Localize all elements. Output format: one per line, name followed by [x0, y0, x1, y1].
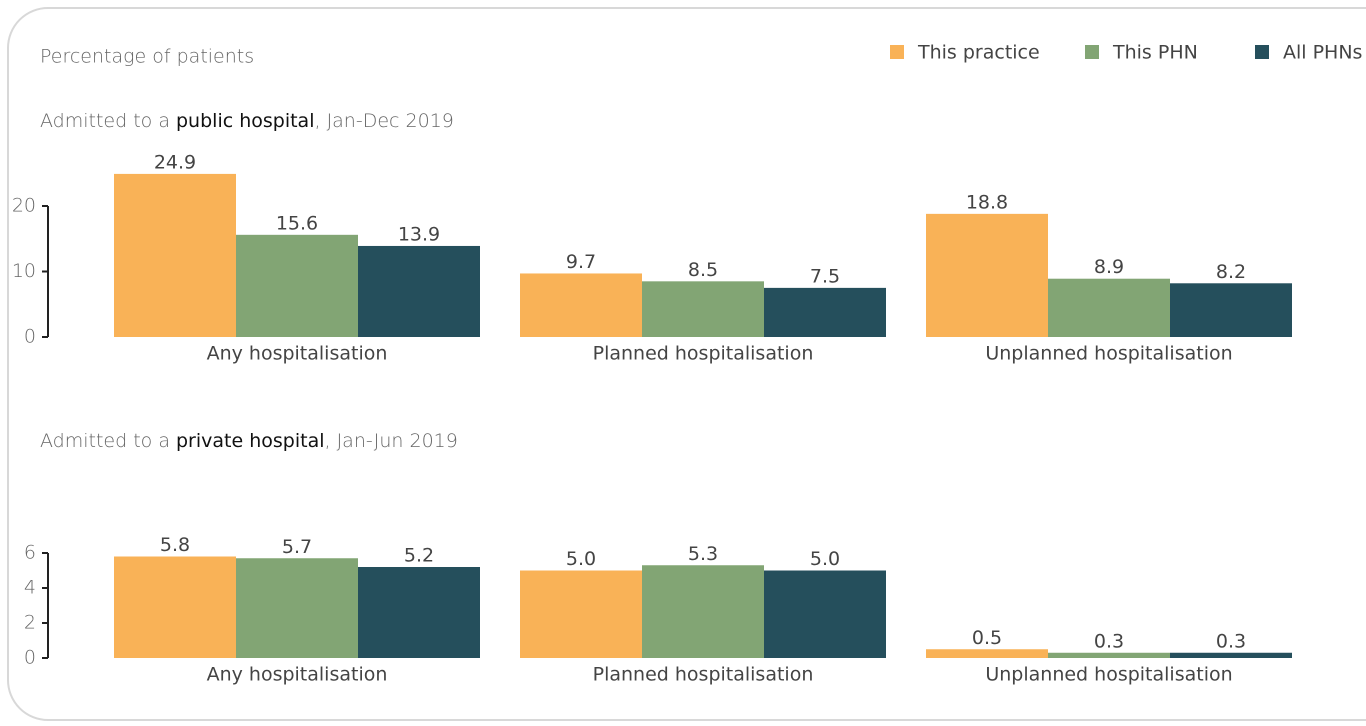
title-part: , Jan-Jun 2019 [325, 430, 458, 452]
legend-swatch [1255, 45, 1269, 59]
value-label: 0.3 [1216, 630, 1246, 652]
x-tick-label: Any hospitalisation [207, 343, 388, 365]
value-label: 0.5 [972, 627, 1002, 649]
value-label: 5.3 [688, 543, 718, 565]
bar [520, 273, 642, 337]
x-tick-label: Any hospitalisation [207, 664, 388, 686]
value-label: 5.0 [810, 548, 840, 570]
bar [764, 287, 886, 337]
value-label: 15.6 [276, 212, 318, 234]
value-label: 18.8 [966, 191, 1008, 213]
title-emphasis: public hospital [176, 110, 314, 132]
legend-label: This practice [917, 42, 1040, 64]
y-tick-label: 10 [12, 260, 36, 282]
y-tick-label: 4 [24, 577, 36, 599]
x-tick-label: Planned hospitalisation [593, 664, 814, 686]
value-label: 5.0 [566, 548, 596, 570]
value-label: 0.3 [1094, 630, 1124, 652]
y-tick-label: 20 [12, 195, 36, 217]
bar [358, 567, 480, 658]
bar [114, 556, 236, 658]
legend-swatch [890, 45, 904, 59]
bar [642, 281, 764, 337]
value-label: 5.8 [160, 534, 190, 556]
title-emphasis: private hospital [176, 430, 325, 452]
bar [1048, 278, 1170, 337]
value-label: 5.7 [282, 536, 312, 558]
panel-title: Admitted to a public hospital, Jan-Dec 2… [40, 110, 454, 132]
bar [236, 558, 358, 658]
title-part: , Jan-Dec 2019 [314, 110, 453, 132]
legend-label: This PHN [1112, 42, 1198, 64]
y-tick-label: 2 [24, 612, 36, 634]
y-axis-label: Percentage of patients [40, 46, 254, 68]
bar [926, 213, 1048, 337]
bar [1048, 652, 1170, 658]
x-tick-label: Planned hospitalisation [593, 343, 814, 365]
value-label: 8.9 [1094, 256, 1124, 278]
value-label: 13.9 [398, 223, 440, 245]
value-label: 8.2 [1216, 261, 1246, 283]
title-part: Admitted to a [40, 110, 176, 132]
y-tick-label: 6 [24, 542, 36, 564]
title-part: Admitted to a [40, 430, 176, 452]
x-tick-label: Unplanned hospitalisation [985, 343, 1232, 365]
value-label: 8.5 [688, 259, 718, 281]
panel-title: Admitted to a private hospital, Jan-Jun … [40, 430, 458, 452]
bar [642, 565, 764, 658]
bar [926, 649, 1048, 658]
y-tick-label: 0 [24, 326, 36, 348]
legend-swatch [1085, 45, 1099, 59]
legend-label: All PHNs [1283, 42, 1362, 64]
value-label: 9.7 [566, 251, 596, 273]
bar [764, 570, 886, 658]
bar [358, 245, 480, 337]
value-label: 7.5 [810, 265, 840, 287]
value-label: 5.2 [404, 545, 434, 567]
bar [520, 570, 642, 658]
bar [1170, 283, 1292, 337]
card-border [7, 7, 1366, 721]
y-tick-label: 0 [24, 647, 36, 669]
bar [1170, 652, 1292, 658]
bar [236, 234, 358, 337]
x-tick-label: Unplanned hospitalisation [985, 664, 1232, 686]
value-label: 24.9 [154, 151, 196, 173]
bar [114, 173, 236, 337]
